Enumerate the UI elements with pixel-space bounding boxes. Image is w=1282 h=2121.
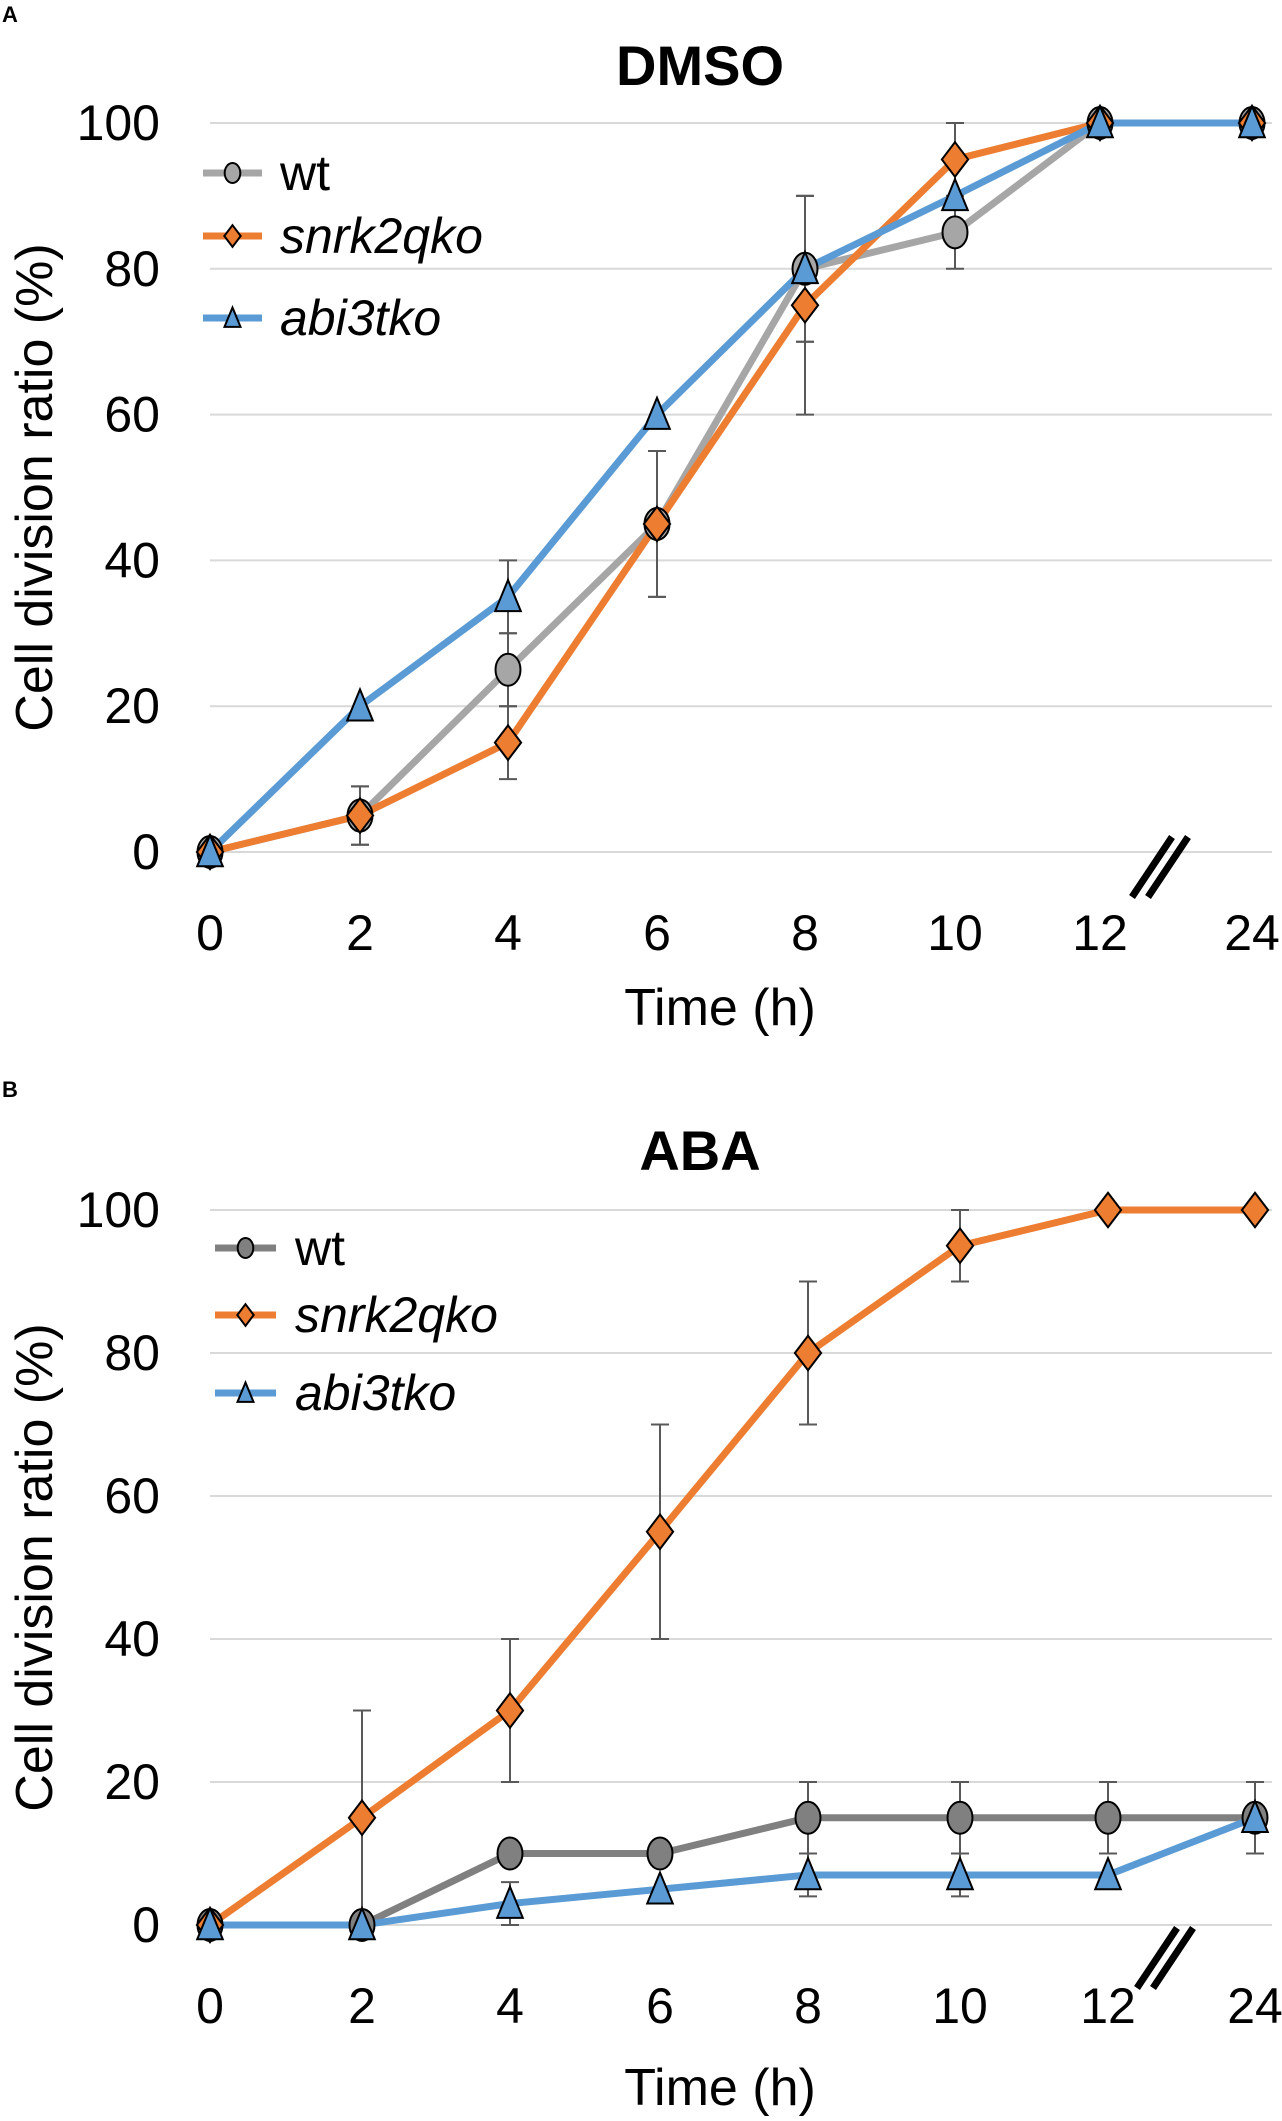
x-axis-label: Time (h) (624, 2059, 816, 2117)
legend-marker (236, 1302, 255, 1328)
data-point-snrk2qko (793, 1334, 823, 1372)
x-tick-label: 10 (927, 905, 983, 961)
data-point-abi3tko (1240, 1798, 1270, 1834)
data-point-snrk2qko (1093, 1191, 1123, 1229)
axis-break-stroke (1150, 1926, 1196, 1990)
data-point-abi3tko (347, 1905, 377, 1941)
y-tick-label: 40 (104, 1611, 160, 1667)
series-line-abi3tko (210, 1814, 1257, 1929)
axis-break-mark (1129, 835, 1191, 899)
data-point-abi3tko (1237, 103, 1267, 139)
x-tick-label: 8 (791, 905, 819, 961)
data-point-abi3tko (945, 1855, 975, 1891)
data-point-wt (1094, 1800, 1122, 1835)
legend-label-snrk2qko: snrk2qko (295, 1287, 498, 1343)
x-tick-label: 8 (794, 1978, 822, 2034)
data-point-abi3tko (790, 249, 820, 285)
y-tick-label: 20 (104, 678, 160, 734)
data-point-abi3tko (345, 686, 375, 722)
data-point-snrk2qko (790, 286, 820, 325)
series-line-wt (209, 119, 1252, 856)
series-line-snrk2qko (209, 119, 1252, 856)
data-point-snrk2qko (345, 796, 375, 835)
axis-break-mark (1134, 1926, 1196, 1990)
series-line-snrk2qko (207, 1206, 1255, 1928)
x-tick-label: 4 (496, 1978, 524, 2034)
x-tick-label: 12 (1080, 1978, 1136, 2034)
legend-label-wt: wt (279, 145, 330, 201)
data-point-abi3tko (493, 577, 523, 613)
x-tick-label: 6 (643, 905, 671, 961)
y-tick-label: 80 (104, 241, 160, 297)
x-tick-label: 0 (196, 1978, 224, 2034)
legend-marker (223, 162, 242, 184)
y-tick-label: 60 (104, 387, 160, 443)
x-tick-label: 6 (646, 1978, 674, 2034)
data-point-snrk2qko (347, 1798, 377, 1837)
data-point-wt (941, 215, 969, 250)
legend-label-abi3tko: abi3tko (280, 290, 441, 346)
legend-marker (236, 1379, 255, 1403)
data-point-abi3tko (195, 832, 225, 868)
series-line-abi3tko (207, 119, 1252, 855)
x-tick-label: 10 (932, 1978, 988, 2034)
data-point-wt (494, 652, 522, 687)
data-point-wt (794, 1800, 822, 1835)
data-point-abi3tko (940, 176, 970, 212)
data-point-abi3tko (1093, 1855, 1123, 1891)
legend-label-snrk2qko: snrk2qko (280, 208, 483, 264)
x-tick-label: 24 (1227, 1978, 1282, 2034)
x-tick-label: 12 (1072, 905, 1128, 961)
legend-marker (223, 304, 242, 328)
data-point-snrk2qko (642, 505, 672, 543)
data-point-snrk2qko (495, 1691, 525, 1730)
data-point-abi3tko (495, 1884, 525, 1919)
y-tick-label: 0 (132, 824, 160, 880)
data-point-snrk2qko (945, 1226, 975, 1265)
data-point-abi3tko (195, 1905, 225, 1941)
data-point-snrk2qko (645, 1512, 675, 1551)
panel-letter-b: B (2, 1077, 18, 1102)
y-tick-label: 80 (104, 1325, 160, 1381)
chart-title: ABA (639, 1119, 760, 1182)
x-axis-label: Time (h) (624, 979, 816, 1037)
y-tick-label: 40 (104, 532, 160, 588)
legend-marker (236, 1237, 255, 1259)
y-tick-label: 60 (104, 1468, 160, 1524)
y-tick-label: 100 (77, 95, 160, 151)
data-point-abi3tko (642, 395, 672, 430)
x-tick-label: 4 (494, 905, 522, 961)
legend-marker (223, 223, 242, 249)
y-axis-label: Cell division ratio (%) (6, 243, 64, 731)
data-point-abi3tko (793, 1855, 823, 1891)
y-axis-label: Cell division ratio (%) (6, 1323, 64, 1811)
chart-title: DMSO (616, 34, 784, 97)
y-tick-label: 0 (132, 1897, 160, 1953)
data-point-wt (496, 1836, 524, 1871)
axis-break-stroke (1129, 835, 1175, 899)
x-tick-label: 24 (1224, 905, 1280, 961)
data-point-wt (946, 1800, 974, 1835)
axis-break-stroke (1134, 1926, 1180, 1990)
data-point-abi3tko (1085, 103, 1115, 139)
x-tick-label: 0 (196, 905, 224, 961)
legend-label-abi3tko: abi3tko (295, 1365, 456, 1421)
panel-letter-a: A (2, 2, 18, 27)
data-point-snrk2qko (493, 723, 523, 762)
data-point-wt (646, 1836, 674, 1871)
data-point-abi3tko (645, 1869, 675, 1905)
series-line-wt (210, 1814, 1255, 1929)
data-point-snrk2qko (1240, 1191, 1270, 1229)
x-tick-label: 2 (346, 905, 374, 961)
axis-break-stroke (1145, 835, 1191, 899)
legend-label-wt: wt (294, 1220, 345, 1276)
x-tick-label: 2 (348, 1978, 376, 2034)
y-tick-label: 100 (77, 1182, 160, 1238)
y-tick-label: 20 (104, 1754, 160, 1810)
